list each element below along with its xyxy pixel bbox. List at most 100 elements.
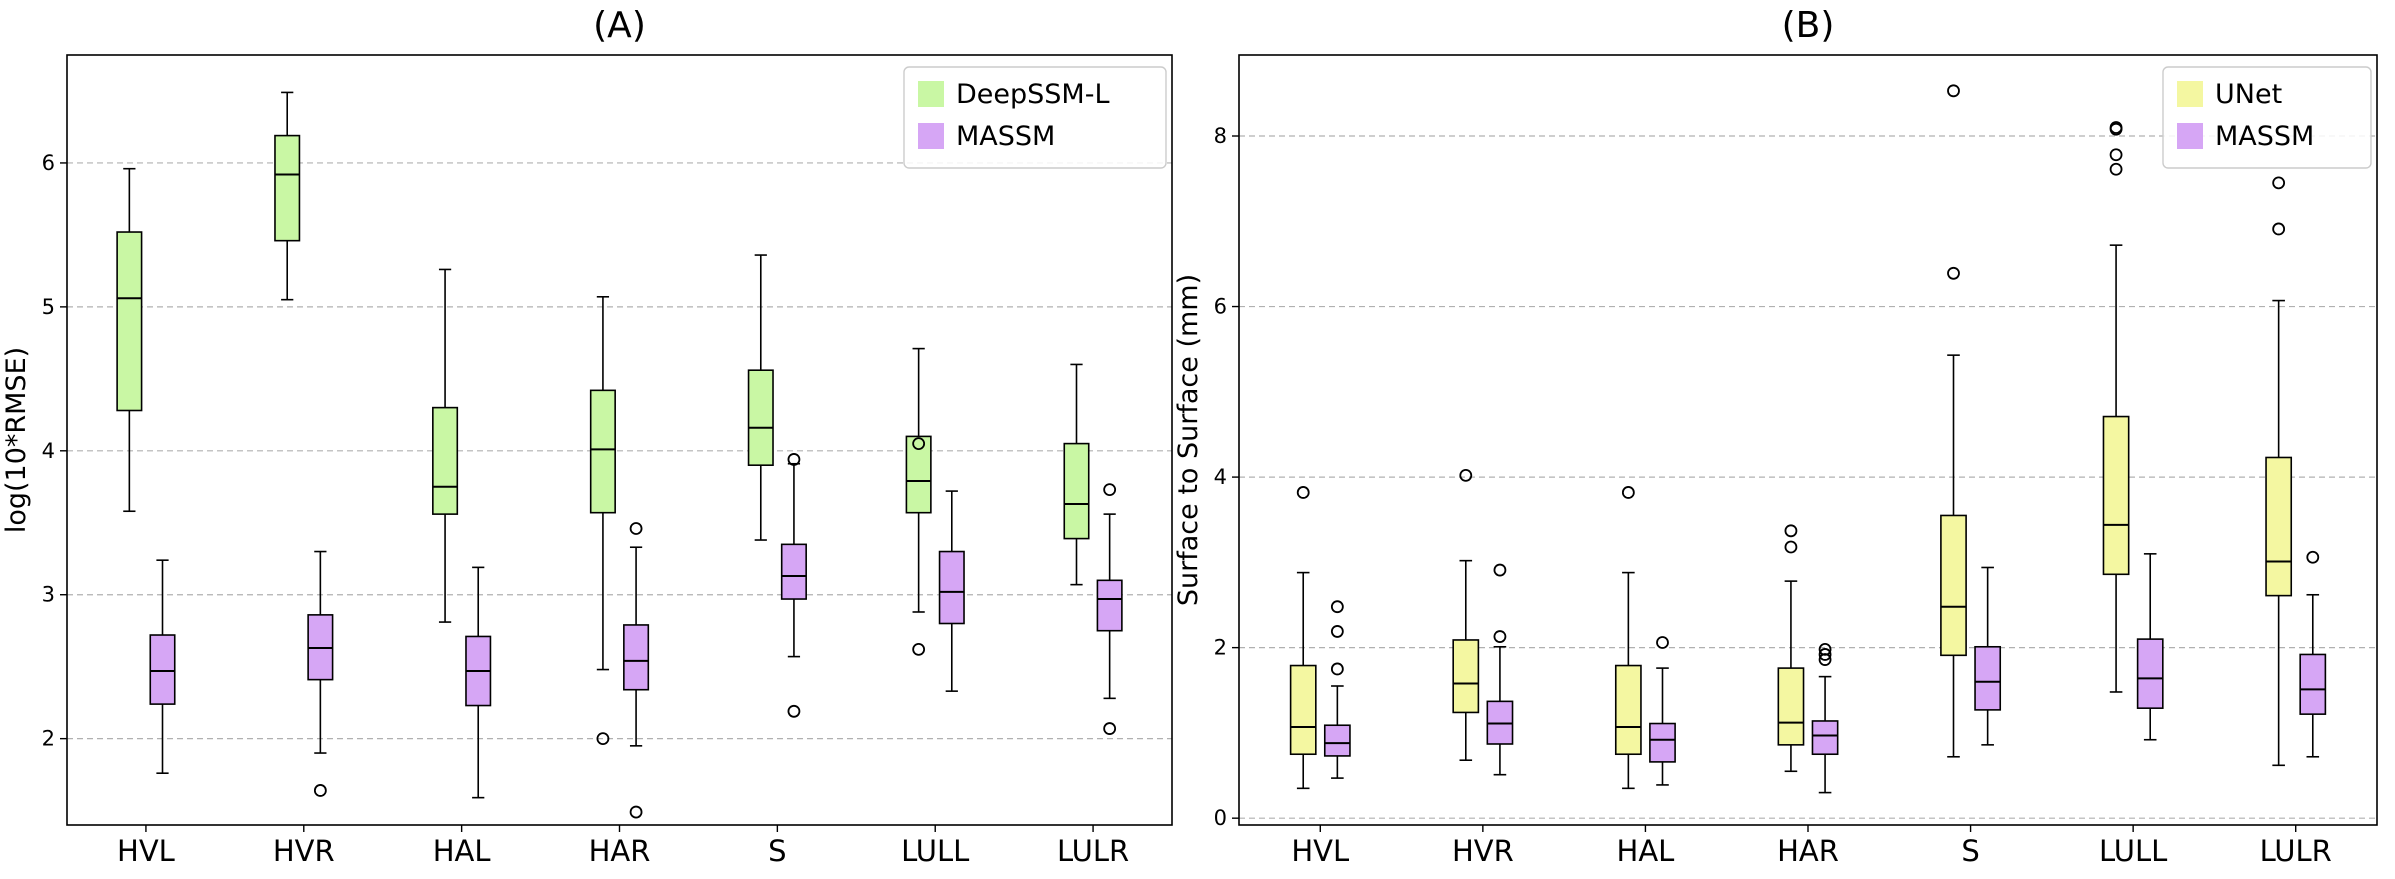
legend-frame [903,66,1167,169]
box-deepssm-l-hal [432,268,459,623]
box-unet-hvl [1289,486,1317,790]
y-tick-label: 2 [42,727,55,751]
y-tick-label: 5 [42,295,55,319]
outlier-point [912,437,926,450]
iqr-box [1940,514,1967,657]
box-massm-har [623,522,650,819]
legend-label: DeepSSM-L [956,79,1110,110]
box-massm-lull [2136,553,2164,741]
box-unet-har [1777,524,1805,773]
legend: DeepSSM-L MASSM [903,66,1167,169]
box-massm-hal [465,566,492,799]
iqr-box [1323,724,1351,757]
legend-swatch [2177,81,2203,107]
iqr-box [149,634,176,705]
x-tick-label: HVR [1452,834,1514,868]
x-tick-label: S [1961,834,1979,868]
legend-swatch [918,81,944,107]
outlier-point [2306,550,2320,564]
iqr-box [1289,664,1317,756]
iqr-box [2136,638,2164,709]
iqr-box [623,624,650,691]
legend-label: MASSM [2215,121,2314,152]
iqr-box [1614,664,1642,756]
iqr-box [274,134,301,242]
outlier-point [1296,486,1310,499]
outlier-point [1330,662,1344,676]
box-massm-lulr [2299,550,2327,758]
y-tick-label: 4 [42,439,55,463]
chart-title: (B) [1782,5,1835,46]
chart-title: (A) [593,5,646,46]
outlier-point [1784,540,1798,554]
iqr-box [1649,722,1676,763]
outlier-point [1103,722,1117,735]
outlier-point [787,704,801,718]
box-massm-har [1811,642,1839,794]
x-tick-label: LULR [1057,834,1129,868]
outlier-point [1818,648,1832,661]
outlier-point [629,805,643,819]
outlier-point [2272,176,2286,190]
y-tick-label: 2 [1214,636,1227,660]
iqr-box [589,389,616,514]
iqr-box [1974,645,2002,711]
box-unet-lulr [2265,176,2293,767]
box-massm-hvl [149,559,176,774]
box-massm-lull [938,490,965,692]
x-tick-label: HVR [273,834,335,868]
box-massm-hal [1649,636,1676,786]
outlier-point [1784,524,1798,538]
box-deepssm-l-hvl [116,167,143,513]
iqr-box [2102,415,2130,576]
x-tick-label: LULR [2260,834,2332,868]
iqr-box [1452,639,1480,714]
box-deepssm-l-har [589,295,616,746]
x-tick-label: S [768,834,786,868]
axes-frame [66,54,1173,826]
box-unet-s [1940,84,1967,758]
box-massm-s [1974,566,2002,746]
outlier-point [2109,148,2123,162]
outlier-point [1330,625,1344,638]
iqr-box [780,543,807,600]
outlier-point [912,643,926,656]
y-tick-label: 6 [42,151,55,175]
iqr-box [1063,442,1090,540]
outlier-point [629,522,643,535]
outlier-point [1621,486,1635,499]
box-massm-hvr [307,550,334,797]
x-tick-label: LULL [2099,834,2167,868]
box-deepssm-l-lull [905,347,932,656]
legend-swatch [918,123,944,149]
box-deepssm-l-s [747,254,774,541]
x-tick-label: HAR [589,834,651,868]
panel-a: 2 3 4 5 6 HVL HVR HAL HAR S LULL LULR (A) log(10*RMSE… [1,5,1173,868]
outlier-point [2109,121,2123,134]
outlier-point [596,732,610,746]
box-deepssm-l-lulr [1063,363,1090,586]
outlier-point [1656,636,1669,649]
outlier-point [787,453,801,466]
legend-swatch [2177,123,2203,149]
box-unet-hvr [1452,468,1480,761]
outlier-point [1330,600,1344,614]
x-tick-label: HVL [1291,834,1349,868]
y-tick-label: 6 [1214,295,1227,319]
y-tick-label: 3 [42,583,55,607]
y-tick-label: 8 [1214,124,1227,148]
iqr-box [432,406,459,515]
iqr-box [905,435,932,514]
y-axis-label: Surface to Surface (mm) [1173,274,1204,606]
box-massm-hvl [1323,600,1351,779]
legend-label: MASSM [956,121,1055,152]
iqr-box [938,550,965,625]
y-tick-label: 4 [1214,465,1227,489]
x-tick-label: HAR [1777,834,1839,868]
outlier-point [1818,642,1832,656]
box-unet-hal [1614,486,1642,790]
box-massm-s [780,453,807,718]
iqr-box [1811,720,1839,756]
x-tick-label: HAL [1617,834,1675,868]
